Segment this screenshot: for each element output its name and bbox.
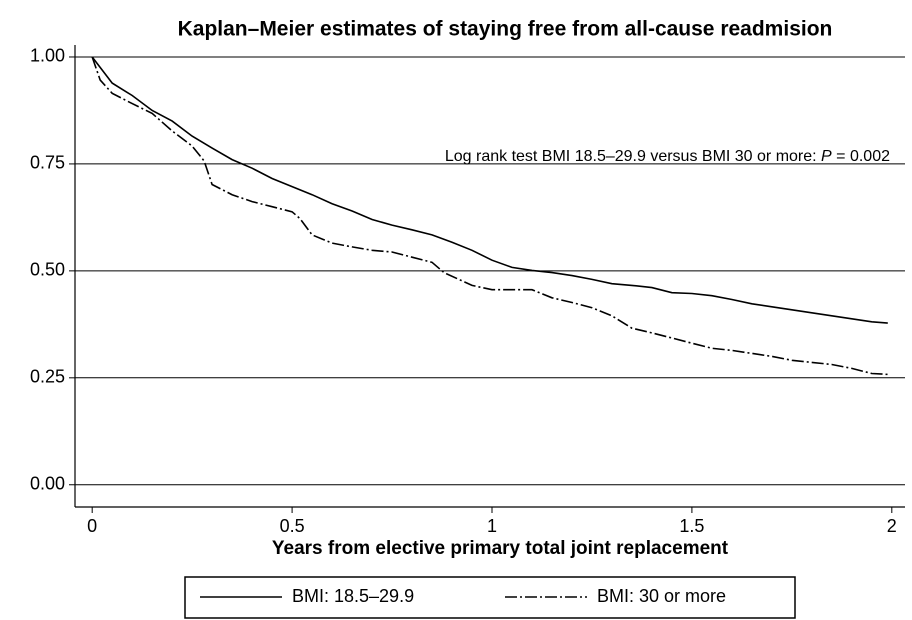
x-tick-label: 1.5 <box>679 516 704 536</box>
y-tick-label: 0.50 <box>30 260 65 280</box>
x-tick-label: 2 <box>887 516 897 536</box>
series-line <box>91 56 888 324</box>
series-line <box>91 56 888 376</box>
x-tick-label: 0.5 <box>280 516 305 536</box>
y-tick-label: 0.75 <box>30 153 65 173</box>
annotation-p: P <box>821 148 832 165</box>
x-axis-label: Years from elective primary total joint … <box>272 538 729 559</box>
y-tick-label: 1.00 <box>30 46 65 66</box>
x-tick-label: 1 <box>487 516 497 536</box>
legend-box <box>184 576 796 619</box>
annotation-p-value: = 0.002 <box>836 148 890 165</box>
y-tick-label: 0.25 <box>30 367 65 387</box>
legend-label: BMI: 30 or more <box>597 586 726 606</box>
legend-label: BMI: 18.5–29.9 <box>292 586 414 606</box>
x-tick-label: 0 <box>87 516 97 536</box>
chart-title: Kaplan–Meier estimates of staying free f… <box>178 18 833 41</box>
annotation-text: Log rank test BMI 18.5–29.9 versus BMI 3… <box>445 148 817 165</box>
y-tick-label: 0.00 <box>30 474 65 494</box>
annotation: Log rank test BMI 18.5–29.9 versus BMI 3… <box>445 148 890 165</box>
